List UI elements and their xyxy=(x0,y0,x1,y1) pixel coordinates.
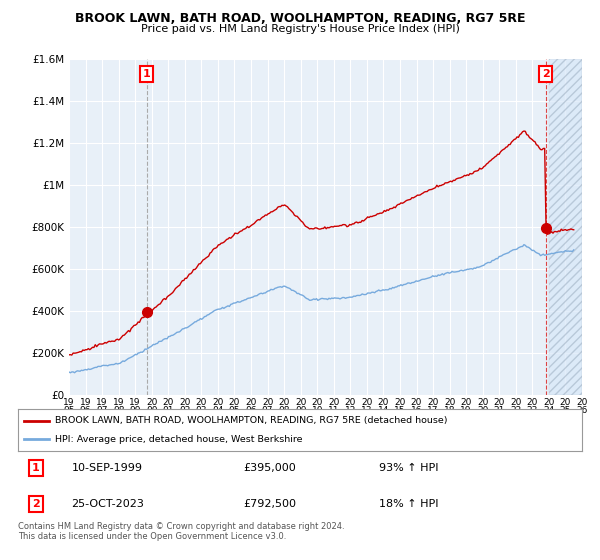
Text: 1: 1 xyxy=(143,69,151,79)
Text: £792,500: £792,500 xyxy=(244,499,296,509)
Text: 1: 1 xyxy=(32,463,40,473)
Text: 2: 2 xyxy=(542,69,550,79)
Text: £395,000: £395,000 xyxy=(244,463,296,473)
Bar xyxy=(549,59,582,395)
Text: 2: 2 xyxy=(32,499,40,509)
Text: 18% ↑ HPI: 18% ↑ HPI xyxy=(379,499,439,509)
Text: 25-OCT-2023: 25-OCT-2023 xyxy=(71,499,145,509)
Text: BROOK LAWN, BATH ROAD, WOOLHAMPTON, READING, RG7 5RE: BROOK LAWN, BATH ROAD, WOOLHAMPTON, READ… xyxy=(75,12,525,25)
Text: 93% ↑ HPI: 93% ↑ HPI xyxy=(379,463,439,473)
Text: 10-SEP-1999: 10-SEP-1999 xyxy=(71,463,143,473)
Text: BROOK LAWN, BATH ROAD, WOOLHAMPTON, READING, RG7 5RE (detached house): BROOK LAWN, BATH ROAD, WOOLHAMPTON, READ… xyxy=(55,416,447,425)
Text: Price paid vs. HM Land Registry's House Price Index (HPI): Price paid vs. HM Land Registry's House … xyxy=(140,24,460,34)
Text: HPI: Average price, detached house, West Berkshire: HPI: Average price, detached house, West… xyxy=(55,435,302,444)
Text: Contains HM Land Registry data © Crown copyright and database right 2024.
This d: Contains HM Land Registry data © Crown c… xyxy=(18,522,344,542)
